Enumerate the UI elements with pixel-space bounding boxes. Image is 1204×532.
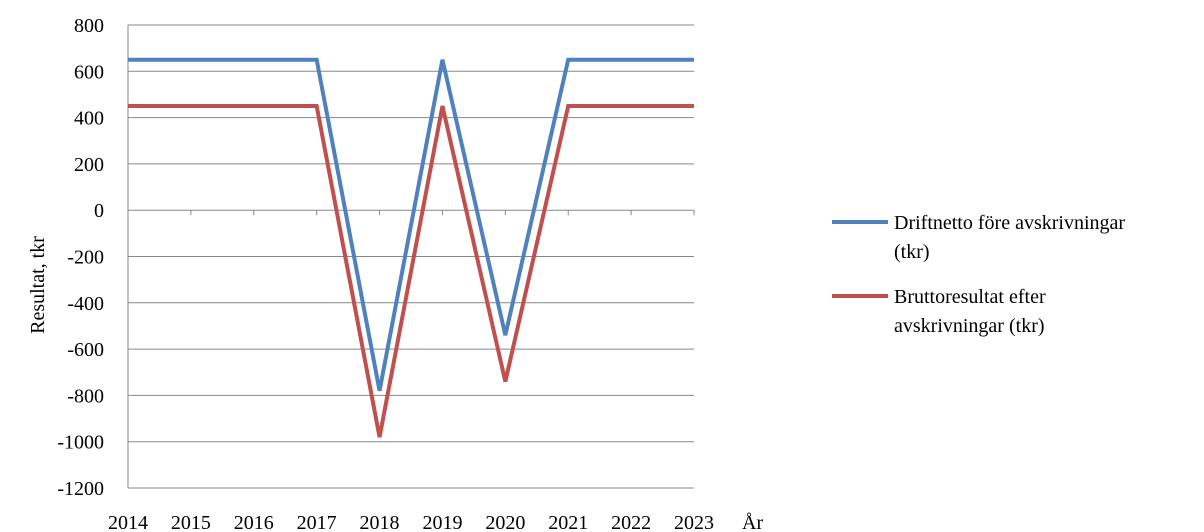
legend-label-1-1: avskrivningar (tkr) <box>894 315 1045 337</box>
legend-label-1-0: Bruttoresultat efter <box>894 286 1046 308</box>
y-tick-label-0: 800 <box>74 15 104 37</box>
axes <box>127 25 695 488</box>
y-tick-label-7: -600 <box>67 339 104 361</box>
y-axis-label: Resultat, tkr <box>27 236 49 334</box>
x-axis-label: År <box>742 512 763 532</box>
x-tick-label-7: 2021 <box>548 512 588 532</box>
y-tick-label-9: -1000 <box>57 432 104 454</box>
y-tick-label-3: 200 <box>74 154 104 176</box>
x-tick-label-0: 2014 <box>108 512 148 532</box>
x-tick-label-3: 2017 <box>297 512 337 532</box>
legend-label-0-0: Driftnetto före avskrivningar <box>894 212 1125 234</box>
series-lines <box>128 57 694 438</box>
x-tick-label-5: 2019 <box>422 512 462 532</box>
x-tick-label-2: 2016 <box>234 512 274 532</box>
legend: Driftnetto före avskrivningar (tkr) Brutto… <box>832 212 1125 337</box>
y-tick-label-8: -800 <box>67 385 104 407</box>
x-tick-label-6: 2020 <box>485 512 525 532</box>
y-tick-labels: 800 600 400 200 0 -200 -400 -600 -800 -1000 -1200 <box>57 15 104 500</box>
y-tick-label-5: -200 <box>67 247 104 269</box>
legend-label-0-1: (tkr) <box>894 241 930 263</box>
y-tick-label-2: 400 <box>74 108 104 130</box>
gridlines <box>128 24 694 489</box>
y-tick-label-4: 0 <box>94 200 104 222</box>
series-line-0 <box>128 57 694 392</box>
x-tick-label-9: 2023 <box>674 512 714 532</box>
y-tick-label-10: -1200 <box>57 478 104 500</box>
y-tick-label-6: -400 <box>67 293 104 315</box>
series-line-1 <box>128 104 694 438</box>
x-tick-label-1: 2015 <box>171 512 211 532</box>
x-tick-label-4: 2018 <box>360 512 400 532</box>
x-tick-label-8: 2022 <box>611 512 651 532</box>
y-tick-label-1: 600 <box>74 61 104 83</box>
x-tick-labels: 2014 2015 2016 2017 2018 2019 2020 2021 2022 2023 <box>108 512 714 532</box>
